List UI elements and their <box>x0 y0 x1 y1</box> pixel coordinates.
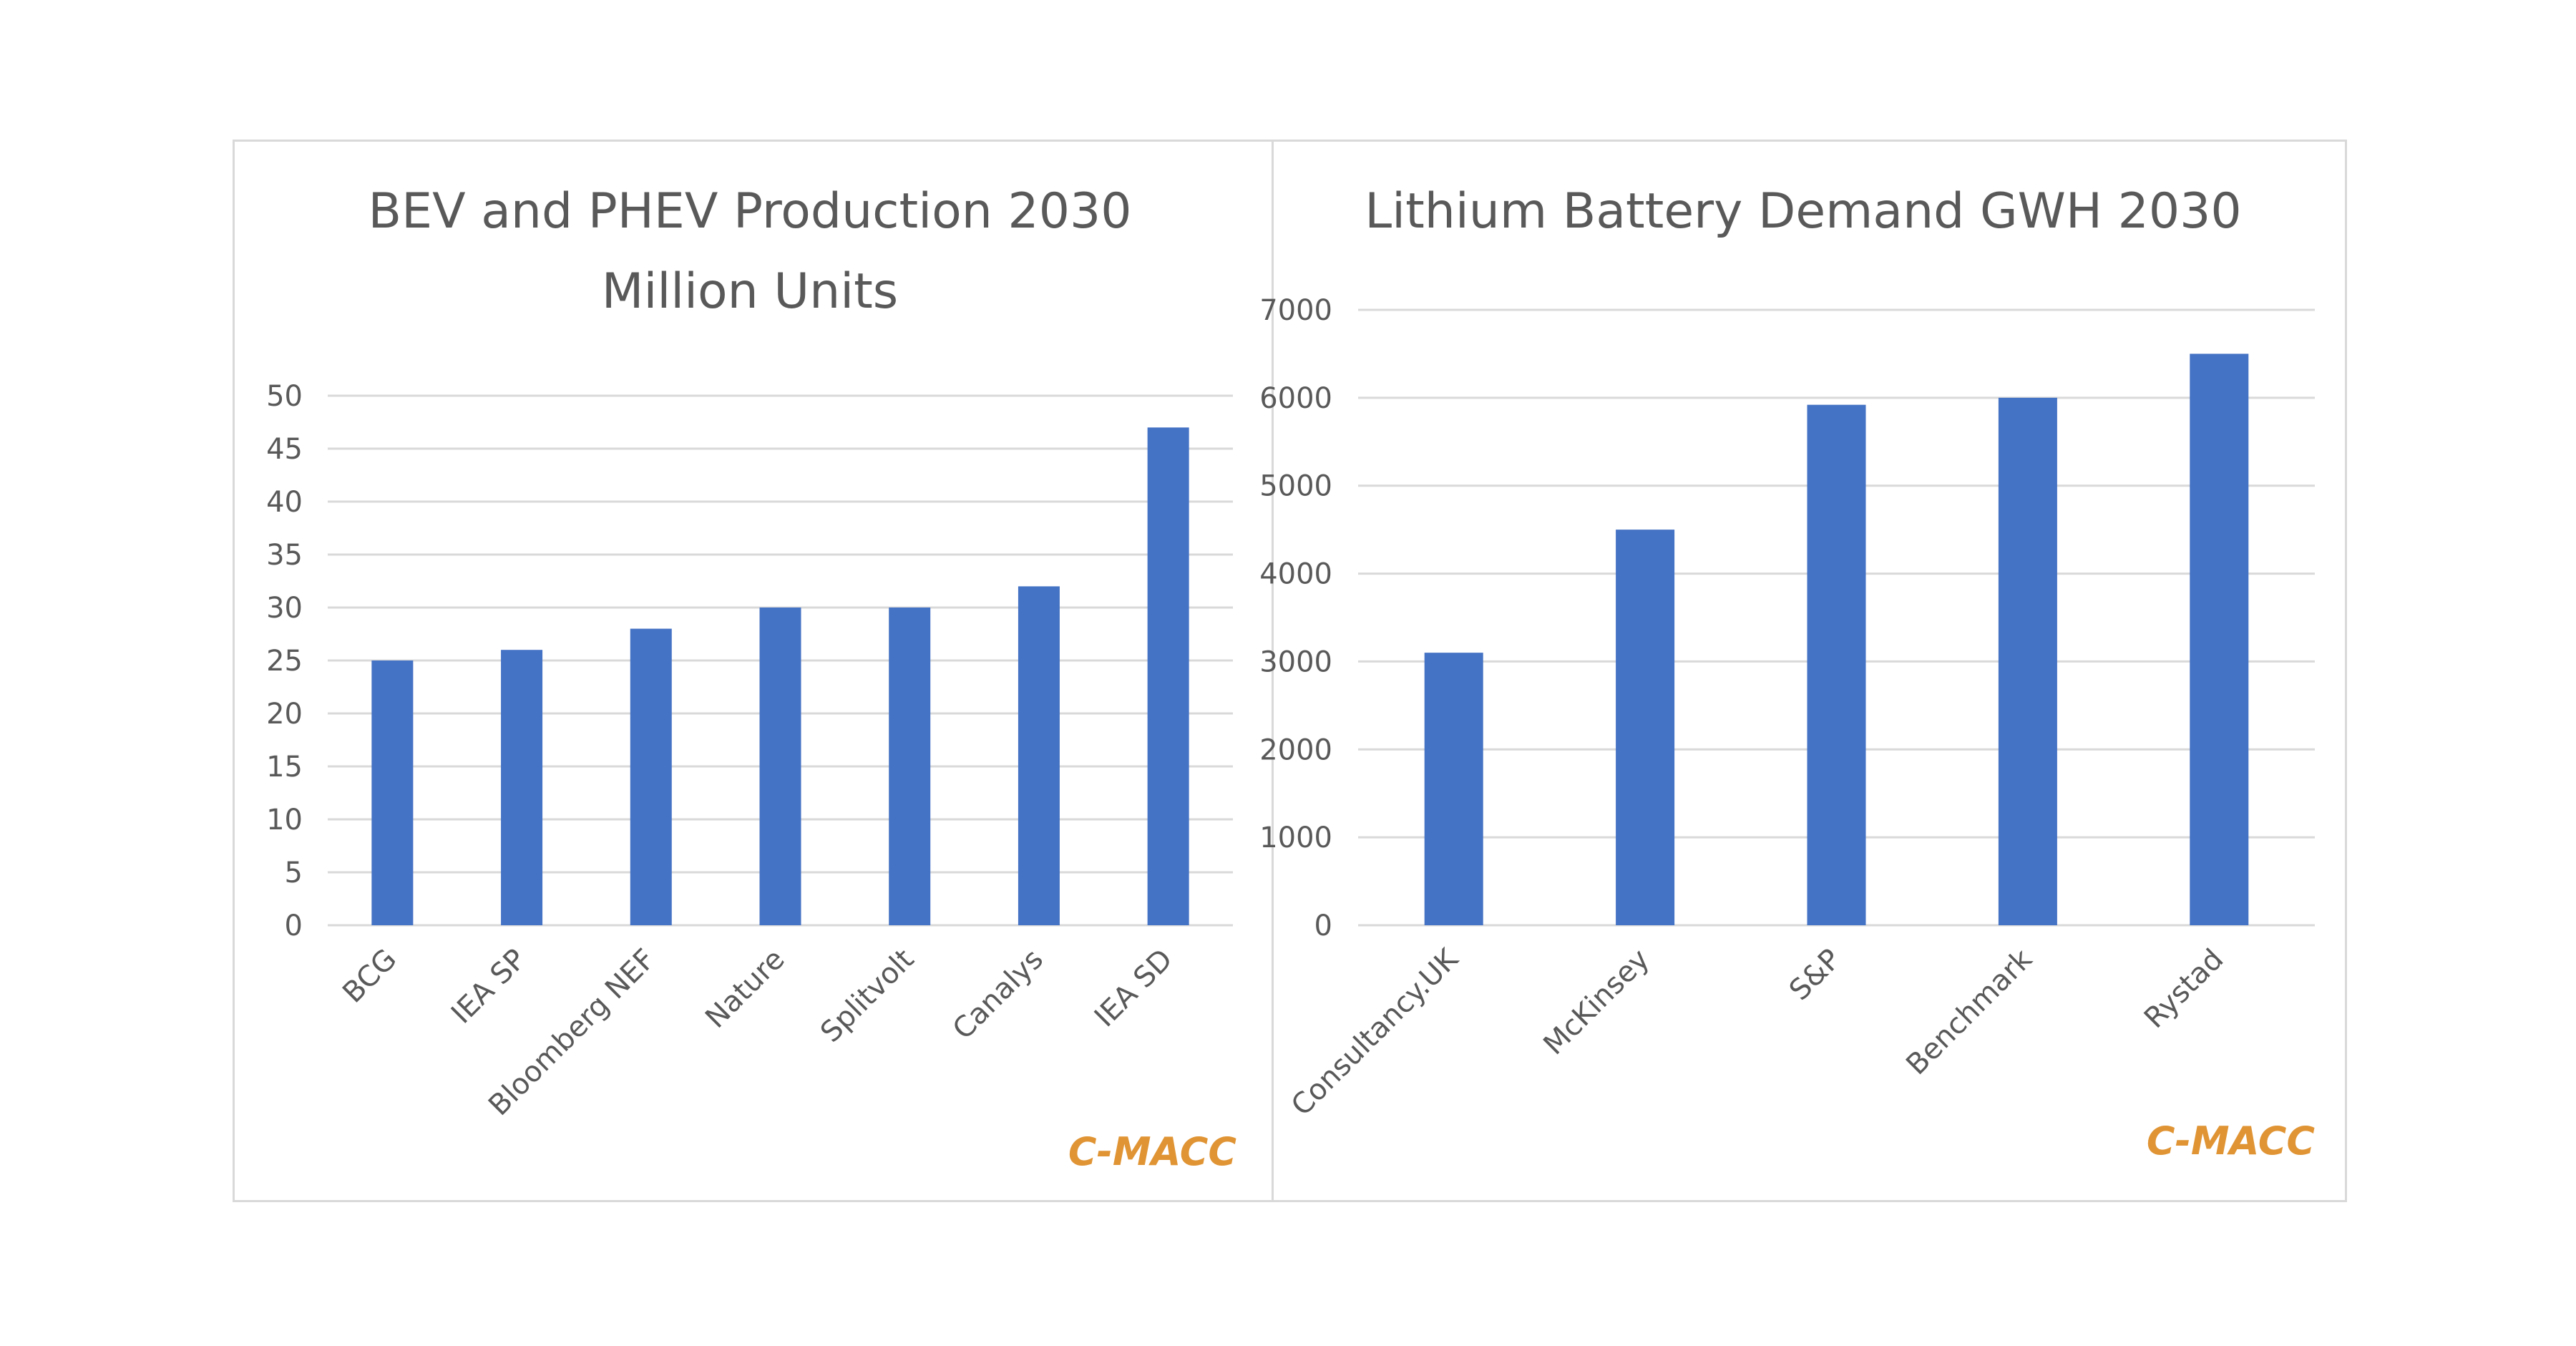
x-category-label: Consultancy.UK <box>1285 942 1465 1122</box>
bar-2 <box>501 650 543 925</box>
chart-title-line: BEV and PHEV Production 2030 <box>369 183 1132 240</box>
y-tick-label: 1000 <box>1259 821 1332 854</box>
y-tick-label: 15 <box>266 751 303 784</box>
y-tick-label: 3000 <box>1259 645 1332 678</box>
bar-2 <box>1616 530 1675 925</box>
x-category-label: Nature <box>699 943 791 1035</box>
y-tick-label: 5 <box>285 857 303 889</box>
y-tick-label: 30 <box>266 592 303 625</box>
x-category-label: Splitvolt <box>814 943 920 1049</box>
y-tick-label: 7000 <box>1259 294 1332 327</box>
chart-panel-bev-phev: BEV and PHEV Production 2030 Million Unit… <box>233 140 1274 1202</box>
y-tick-label: 4000 <box>1259 558 1332 591</box>
x-category-label: Rystad <box>2138 943 2230 1035</box>
chart-title-line: Million Units <box>602 263 898 320</box>
y-tick-label: 45 <box>266 433 303 466</box>
y-tick-label: 2000 <box>1259 733 1332 766</box>
bar-7 <box>1147 427 1189 925</box>
chart-panel-lithium-demand: Lithium Battery Demand GWH 2030 0 1000 2000… <box>1259 140 2347 1202</box>
y-tick-label: 25 <box>266 645 303 678</box>
bar-6 <box>1018 586 1060 925</box>
bar-5 <box>2190 353 2249 925</box>
y-tick-label: 0 <box>1314 909 1332 942</box>
x-category-label: IEA SD <box>1088 943 1179 1034</box>
x-category-label: Benchmark <box>1900 942 2039 1081</box>
chart-title-line: Lithium Battery Demand GWH 2030 <box>1365 183 2241 240</box>
y-tick-label: 5000 <box>1259 470 1332 503</box>
bev-phev-production-chart: BEV and PHEV Production 2030 Million Unit… <box>266 183 1237 1174</box>
y-tick-label: 20 <box>266 698 303 731</box>
y-tick-label: 0 <box>285 909 303 942</box>
bar-4 <box>1998 397 2057 925</box>
x-category-label: S&P <box>1783 943 1848 1008</box>
x-category-label: McKinsey <box>1537 943 1656 1062</box>
bar-1 <box>371 660 414 925</box>
y-tick-label: 35 <box>266 539 303 572</box>
y-tick-label: 40 <box>266 486 303 519</box>
bar-3 <box>1807 404 1866 925</box>
x-category-label: IEA SP <box>445 943 532 1030</box>
x-category-label: BCG <box>336 943 403 1010</box>
y-tick-label: 50 <box>266 380 303 413</box>
bar-1 <box>1424 653 1483 925</box>
watermark-text: C-MACC <box>1068 1129 1237 1174</box>
bar-4 <box>759 608 801 925</box>
y-tick-label: 6000 <box>1259 382 1332 415</box>
lithium-battery-demand-chart: Lithium Battery Demand GWH 2030 0 1000 2000… <box>1259 183 2316 1164</box>
x-category-label: Canalys <box>947 943 1050 1046</box>
y-tick-label: 10 <box>266 804 303 837</box>
bar-3 <box>630 628 672 925</box>
bar-5 <box>889 608 931 925</box>
watermark-text: C-MACC <box>2147 1118 2316 1164</box>
